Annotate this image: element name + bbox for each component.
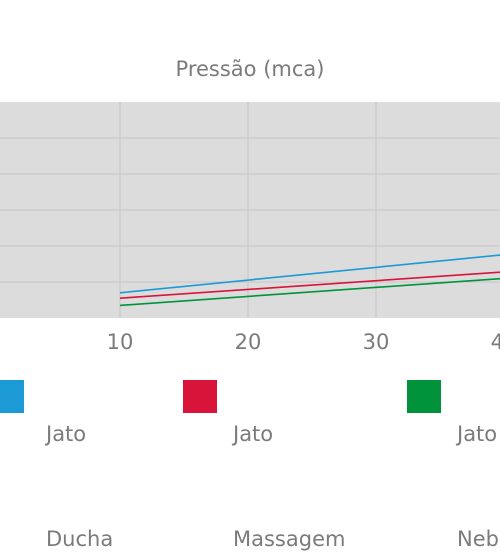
legend-label-jato-neb: Jato Neb <box>457 422 499 551</box>
x-tick-label: 20 <box>235 330 262 354</box>
x-tick-label: 30 <box>363 330 390 354</box>
line-chart: 010203040 Pressão (mca) <box>0 57 500 354</box>
legend-swatch-jato-ducha <box>0 380 24 413</box>
series-line-jato-ducha <box>119 254 500 294</box>
series-lines <box>119 254 500 307</box>
x-tick-label: 40 <box>491 330 500 354</box>
x-tick-label: 10 <box>107 330 134 354</box>
gridlines <box>0 102 500 318</box>
series-line-jato-massagem <box>119 271 500 299</box>
legend-swatch-jato-neb <box>407 380 441 413</box>
legend: Jato Ducha Jato Massagem Jato Neb <box>0 380 500 551</box>
legend-label-jato-massagem: Jato Massagem <box>233 422 346 551</box>
x-axis-ticks: 010203040 <box>107 330 500 354</box>
legend-swatch-jato-massagem <box>183 380 217 413</box>
series-line-jato-neb <box>119 277 500 307</box>
legend-label-jato-ducha: Jato Ducha <box>46 422 114 551</box>
x-axis-title: Pressão (mca) <box>176 57 325 81</box>
